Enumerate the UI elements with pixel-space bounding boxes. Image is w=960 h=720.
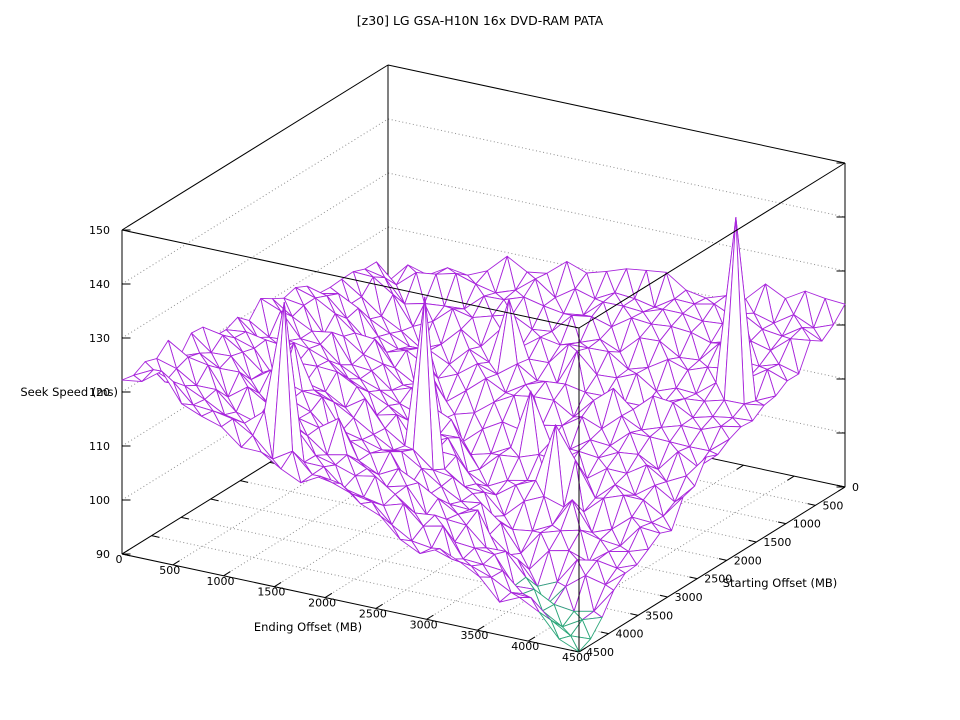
z-tick-label: 100 <box>89 494 110 507</box>
x-tick-label: 1500 <box>257 586 285 599</box>
x-axis-label: Ending Offset (MB) <box>254 620 362 634</box>
y-tick-label: 1500 <box>763 536 791 549</box>
x-tick-label: 500 <box>159 564 180 577</box>
chart-title: [z30] LG GSA-H10N 16x DVD-RAM PATA <box>357 13 604 28</box>
y-tick-label: 3500 <box>645 609 673 622</box>
x-tick-label: 1000 <box>207 575 235 588</box>
x-tick-label: 2000 <box>308 597 336 610</box>
y-tick-label: 2500 <box>704 573 732 586</box>
z-tick-label: 130 <box>89 332 110 345</box>
y-tick-label: 1000 <box>793 518 821 531</box>
y-tick-label: 4000 <box>616 628 644 641</box>
axis-tick-labels: 9010011012013014015005001000150020002500… <box>89 224 859 664</box>
y-tick-label: 4500 <box>586 646 614 659</box>
plot-box-front-edges <box>121 162 846 652</box>
z-tick-label: 150 <box>89 224 110 237</box>
y-tick-label: 500 <box>822 499 843 512</box>
x-tick-label: 2500 <box>359 607 387 620</box>
x-tick-label: 4000 <box>511 640 539 653</box>
x-tick-label: 3000 <box>410 618 438 631</box>
x-tick-label: 0 <box>116 553 123 566</box>
y-axis-label: Starting Offset (MB) <box>723 576 838 590</box>
y-tick-label: 2000 <box>734 554 762 567</box>
surface-wireframe <box>121 217 846 653</box>
z-tick-label: 90 <box>96 548 110 561</box>
y-tick-label: 3000 <box>675 591 703 604</box>
x-tick-label: 3500 <box>460 629 488 642</box>
z-axis-label: Seek Speed (ms) <box>20 385 118 399</box>
z-tick-label: 140 <box>89 278 110 291</box>
z-tick-label: 110 <box>89 440 110 453</box>
z-tick-label: 120 <box>89 386 110 399</box>
x-tick-label: 4500 <box>562 651 590 664</box>
y-tick-label: 0 <box>852 481 859 494</box>
